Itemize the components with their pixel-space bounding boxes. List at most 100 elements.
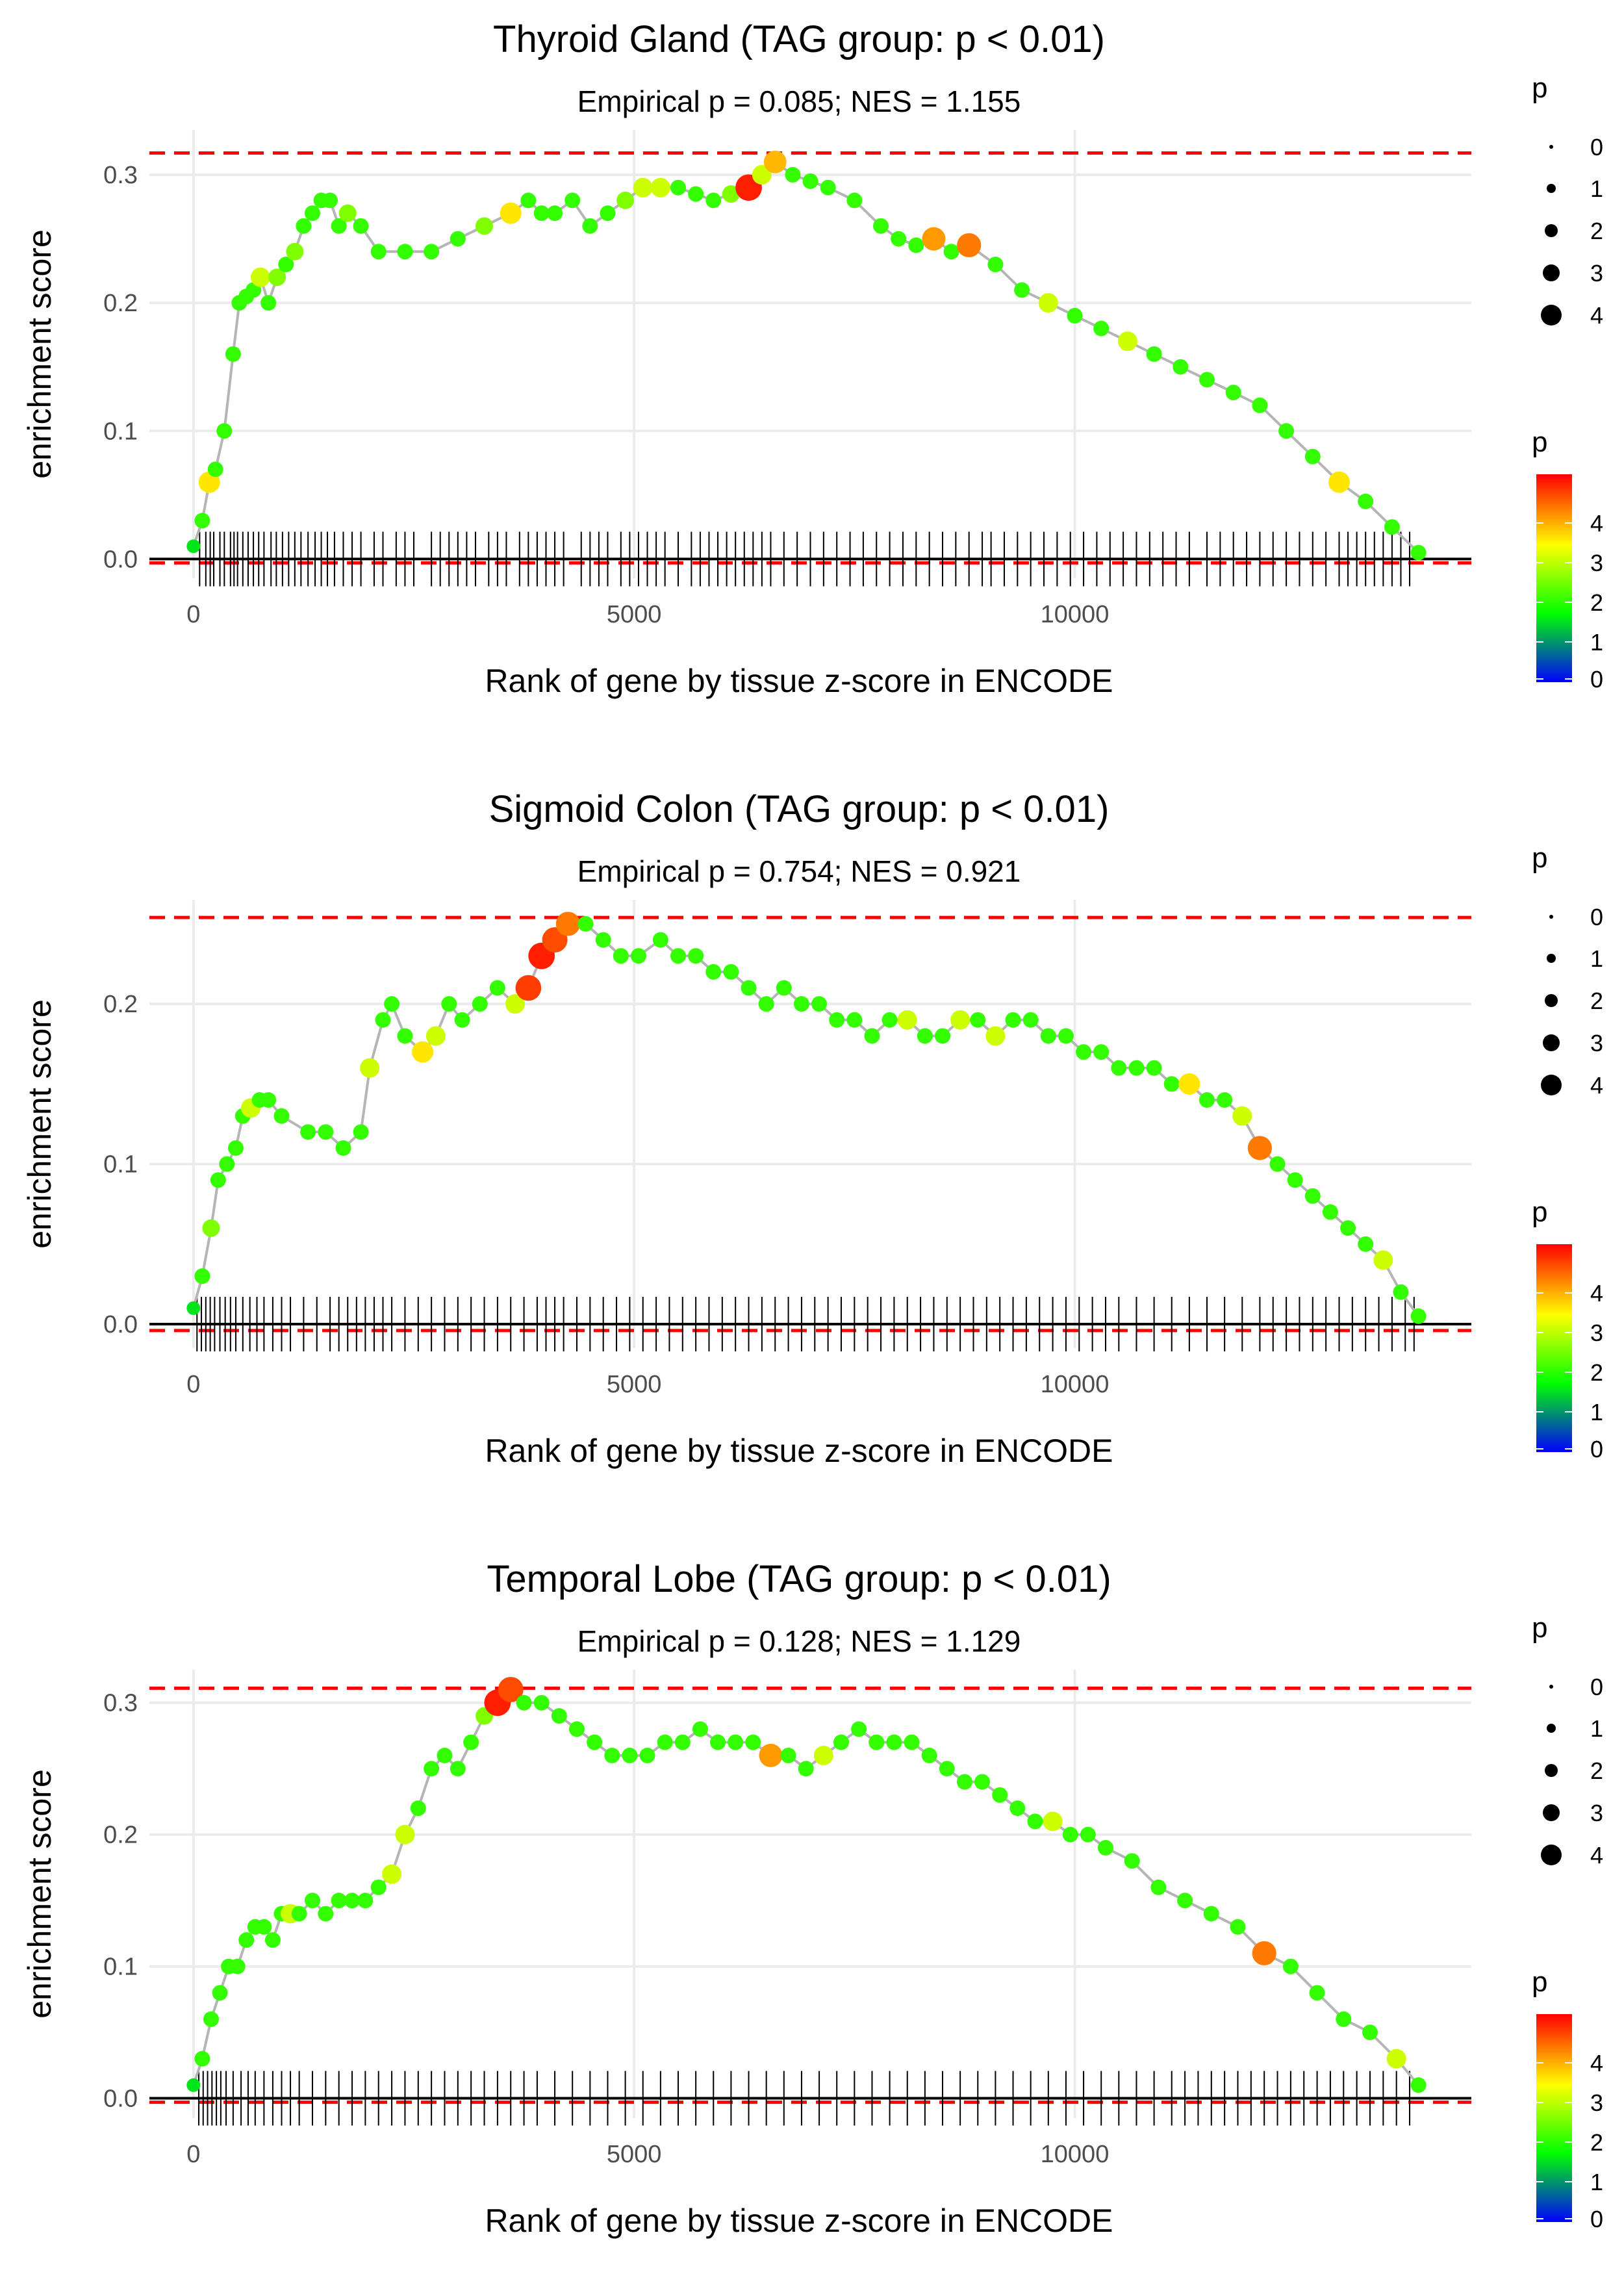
enrichment-point: [212, 1985, 228, 2001]
enrichment-point: [763, 150, 787, 173]
enrichment-point: [489, 980, 505, 996]
enrichment-point: [1232, 1106, 1252, 1126]
size-key-1: [1547, 954, 1556, 963]
enrichment-point: [533, 1694, 550, 1711]
enrichment-point: [1362, 2025, 1378, 2041]
enrichment-point: [1058, 1028, 1074, 1044]
y-tick-label: 0.1: [103, 1954, 138, 1981]
x-tick-label: 10000: [1041, 1371, 1110, 1398]
color-key-4: 4: [1590, 1280, 1603, 1307]
x-axis-title: Rank of gene by tissue z-score in ENCODE: [485, 2203, 1113, 2239]
size-key-2-label: 2: [1590, 218, 1603, 244]
enrichment-point: [582, 218, 598, 234]
enrichment-point: [1093, 320, 1110, 337]
enrichment-point: [202, 1219, 220, 1237]
enrichment-point: [304, 1893, 320, 1909]
enrichment-point: [950, 1010, 971, 1030]
enrichment-score-line: [192, 160, 1419, 554]
size-legend-title: p: [1532, 1612, 1547, 1644]
size-key-4-label: 4: [1590, 1842, 1603, 1869]
enrichment-point: [1230, 1919, 1246, 1935]
size-legend-title: p: [1532, 842, 1547, 874]
size-key-4: [1541, 1075, 1562, 1095]
enrichment-point: [705, 964, 722, 980]
enrichment-point: [568, 1721, 585, 1737]
enrichment-point: [186, 2078, 201, 2092]
y-axis-title: enrichment score: [21, 999, 58, 1249]
enrichment-point: [344, 1893, 361, 1909]
enrichment-point: [970, 1012, 986, 1028]
size-key-4-label: 4: [1590, 1072, 1603, 1099]
size-key-3-label: 3: [1590, 1800, 1603, 1826]
size-key-2: [1545, 994, 1558, 1007]
enrichment-point: [1117, 331, 1137, 351]
plot-area: 0.0 0.1 0.2 0.3 0 5000 10000: [103, 130, 1471, 628]
enrichment-point: [891, 231, 907, 247]
enrichment-point: [250, 267, 270, 287]
enrichment-point: [412, 1041, 434, 1063]
panel-title: Thyroid Gland (TAG group: p < 0.01): [493, 18, 1105, 60]
enrichment-point: [1393, 1284, 1409, 1300]
size-key-0: [1549, 145, 1553, 149]
y-tick-label: 0.1: [103, 1151, 138, 1179]
enrichment-point: [1067, 307, 1083, 324]
enrichment-point: [441, 996, 457, 1012]
panel-subtitle: Empirical p = 0.128; NES = 1.129: [577, 1624, 1021, 1658]
color-key-0: 0: [1590, 2206, 1603, 2232]
size-key-4-label: 4: [1590, 302, 1603, 329]
enrichment-point: [688, 186, 704, 202]
enrichment-point: [424, 244, 440, 260]
size-key-3-label: 3: [1590, 260, 1603, 287]
enrichment-point: [565, 192, 581, 209]
enrichment-point: [974, 1774, 991, 1790]
plot-area: 0.0 0.1 0.2 0.3 0 5000 10000: [103, 1670, 1471, 2168]
enrichment-point: [256, 1919, 272, 1935]
x-tick-label: 0: [186, 601, 200, 628]
enrichment-point: [1080, 1826, 1096, 1843]
enrichment-point: [639, 1747, 655, 1763]
size-key-0-label: 0: [1590, 1674, 1603, 1700]
x-axis-title: Rank of gene by tissue z-score in ENCODE: [485, 1433, 1113, 1469]
color-bar: [1536, 2014, 1572, 2222]
enrichment-point: [1038, 293, 1058, 313]
enrichment-point: [1173, 359, 1189, 375]
enrichment-point: [229, 1958, 246, 1974]
enrichment-point: [1410, 2077, 1427, 2093]
enrichment-point: [670, 948, 686, 964]
panel-title: Temporal Lobe (TAG group: p < 0.01): [487, 1558, 1111, 1600]
enrichment-point: [921, 1747, 937, 1763]
y-tick-label: 0.3: [103, 1690, 138, 1717]
color-legend: p 4 3 2 1 0: [1532, 1196, 1603, 1463]
enrichment-point: [331, 1893, 347, 1909]
enrichment-point: [264, 1932, 281, 1948]
enrichment-point: [657, 1734, 673, 1750]
enrichment-point: [1043, 1811, 1063, 1832]
panel-subtitle: Empirical p = 0.085; NES = 1.155: [577, 84, 1021, 118]
size-key-1: [1547, 184, 1556, 193]
enrichment-point: [382, 1864, 402, 1884]
enrichment-point: [397, 244, 413, 260]
enrichment-point: [1247, 1136, 1272, 1160]
enrichment-point: [498, 1676, 524, 1702]
enrichment-point: [917, 1028, 933, 1044]
enrichment-point: [1304, 1188, 1321, 1204]
enrichment-point: [1252, 397, 1268, 413]
color-legend-title: p: [1532, 1196, 1547, 1228]
enrichment-point: [604, 1747, 620, 1763]
size-key-4: [1541, 305, 1562, 326]
color-key-0: 0: [1590, 666, 1603, 693]
enrichment-point: [1128, 1060, 1145, 1076]
enrichment-point: [785, 167, 801, 183]
enrichment-point: [1373, 1250, 1393, 1270]
enrichment-point: [1199, 372, 1215, 388]
size-legend: p 0 1 2 3 4: [1532, 842, 1603, 1099]
enrichment-point: [705, 192, 722, 209]
enrichment-point: [194, 513, 210, 529]
enrichment-point: [1009, 1800, 1026, 1817]
enrichment-point: [194, 1268, 210, 1284]
y-tick-label: 0.2: [103, 290, 138, 317]
enrichment-point: [922, 227, 946, 251]
y-tick-label: 0.1: [103, 418, 138, 445]
x-tick-label: 5000: [607, 601, 662, 628]
enrichment-point: [829, 1012, 845, 1028]
